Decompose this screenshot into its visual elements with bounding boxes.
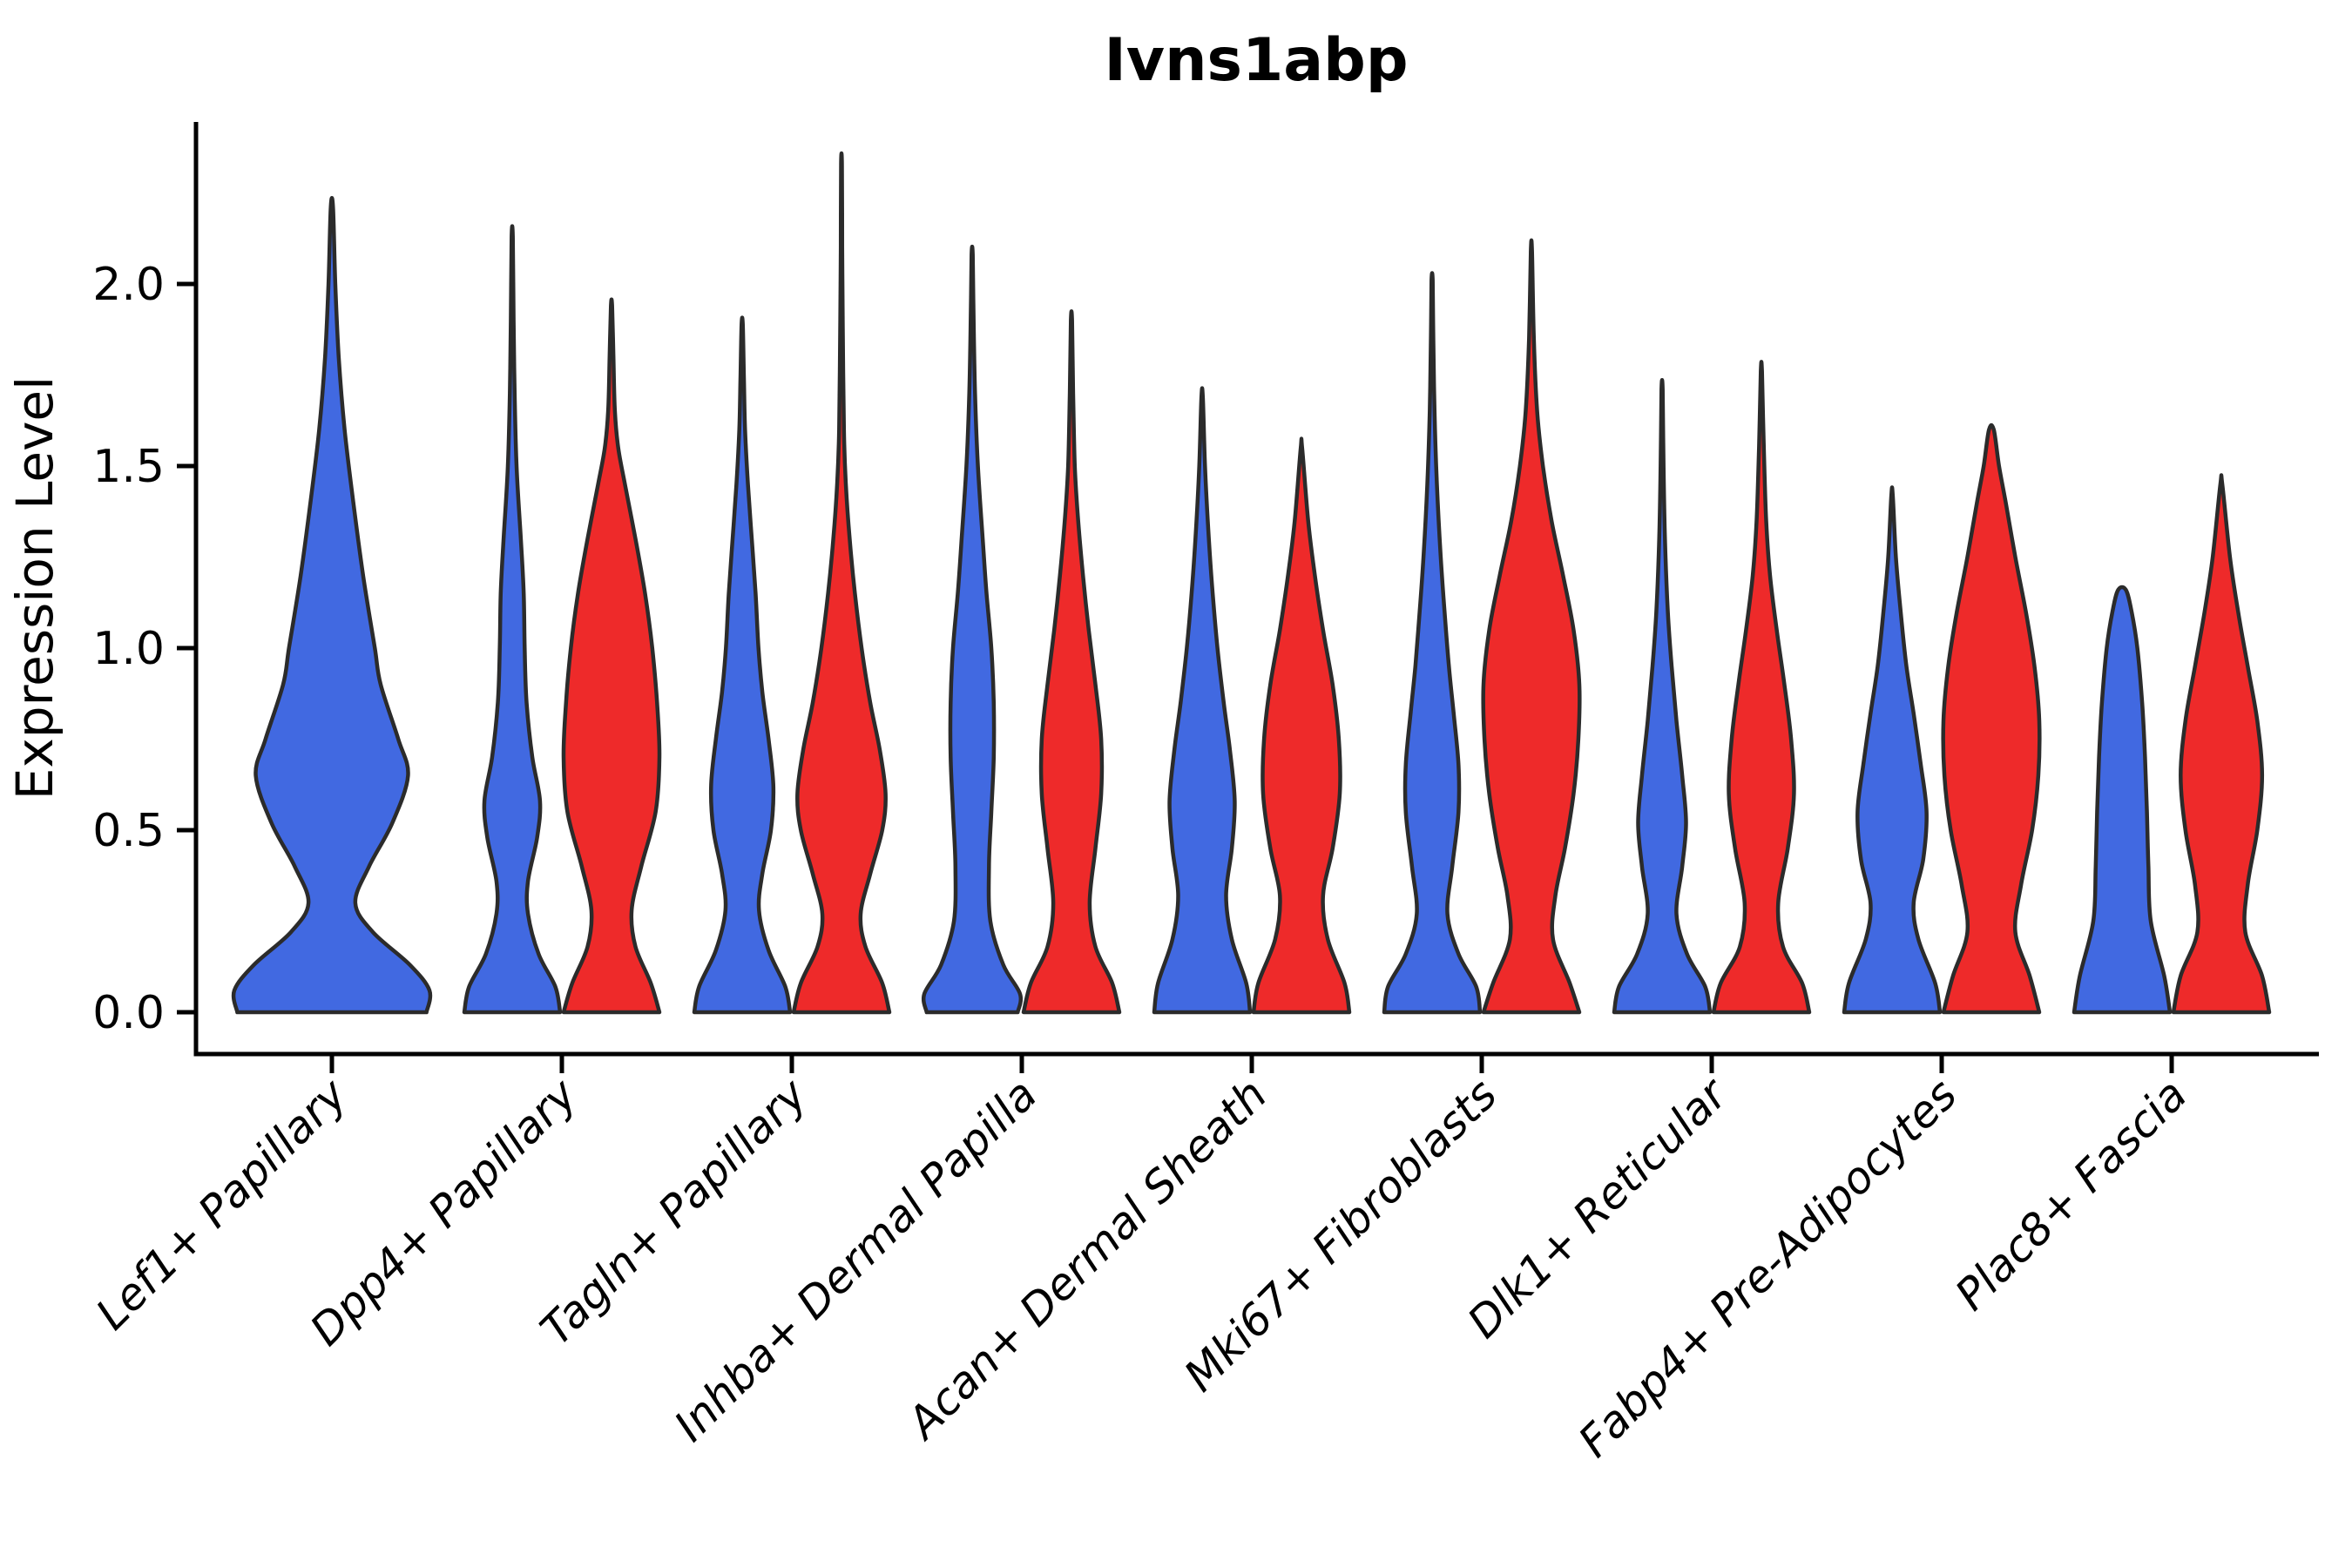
violin-mki67-fibroblasts-red	[1481, 238, 1582, 1015]
violin-acan-dermal-sheath-red	[1251, 436, 1352, 1015]
x-tick-label-plac8-fascia: Plac8+ Fascia	[1946, 1069, 2197, 1320]
violin-inhba-dermal-papilla-red	[1021, 309, 1122, 1015]
violin-tagln-papillary-red	[791, 151, 892, 1015]
violin-plac8-fascia-red	[2171, 473, 2272, 1015]
violin-tagln-papillary-blue	[692, 315, 793, 1015]
violins-layer	[231, 151, 2272, 1015]
x-tick-label-lef1-papillary: Lef1+ Papillary	[86, 1068, 357, 1339]
y-tick-label: 1.5	[92, 441, 165, 493]
plot-title: Ivns1abp	[1104, 26, 1408, 95]
violin-dlk1-reticular-blue	[1612, 378, 1713, 1015]
axes	[193, 122, 2319, 1057]
y-axis-ticks: 0.0 0.5 1.0 1.5 2.0	[92, 259, 196, 1039]
violin-mki67-fibroblasts-blue	[1382, 271, 1483, 1015]
violin-plac8-fascia-blue	[2072, 585, 2173, 1015]
y-tick-label: 2.0	[92, 259, 165, 311]
y-tick-label: 0.0	[92, 987, 165, 1039]
y-tick-label: 0.5	[92, 805, 165, 857]
violin-dpp4-papillary-red	[561, 297, 662, 1015]
y-axis-label: Expression Level	[5, 376, 64, 800]
violin-lef1-papillary-blue	[231, 196, 433, 1015]
violin-fabp4-pre-adipocytes-blue	[1842, 485, 1943, 1015]
x-tick-label-fabp4-pre-adipocytes: Fabp4+ Pre-Adipocytes	[1569, 1069, 1967, 1467]
violin-acan-dermal-sheath-blue	[1152, 386, 1253, 1015]
y-tick-label: 1.0	[92, 623, 165, 675]
x-tick-label-inhba-dermal-papilla: Inhba+ Dermal Papilla	[665, 1069, 1046, 1450]
violin-dpp4-papillary-blue	[462, 224, 563, 1015]
violin-fabp4-pre-adipocytes-red	[1941, 422, 2042, 1015]
violin-dlk1-reticular-red	[1711, 360, 1812, 1015]
violin-inhba-dermal-papilla-blue	[921, 244, 1024, 1015]
axis-spines	[193, 122, 2319, 1057]
